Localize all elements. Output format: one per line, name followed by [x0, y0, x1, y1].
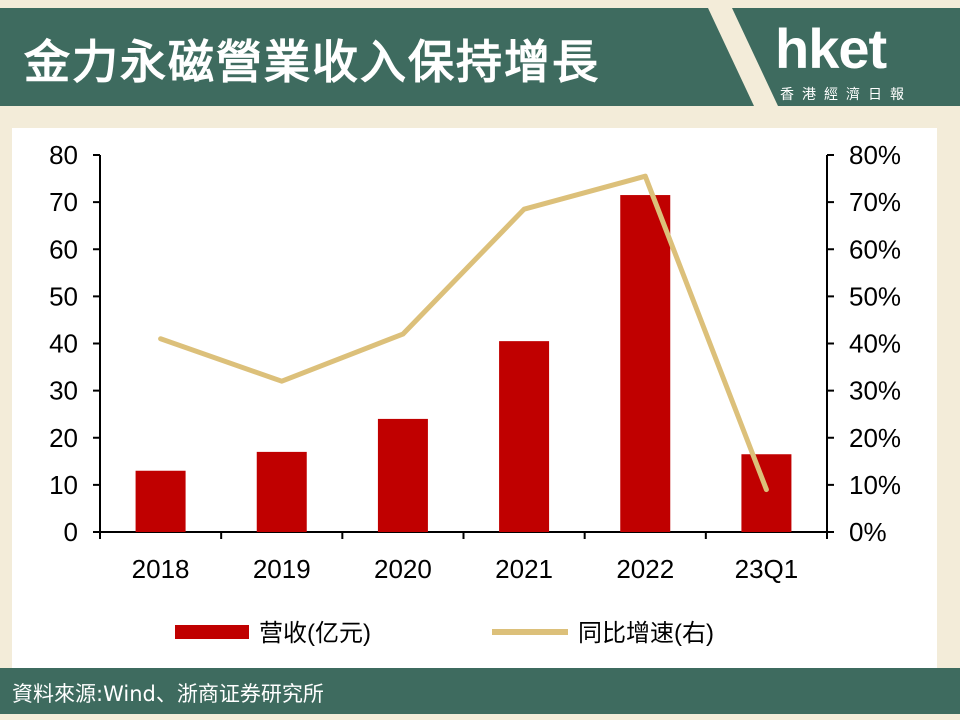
title-bar	[0, 8, 760, 106]
y-right-tick-label: 10%	[849, 470, 901, 500]
y-left-tick-label: 10	[49, 470, 78, 500]
legend-bar-label: 营收(亿元)	[259, 620, 371, 647]
y-left-tick-label: 20	[49, 423, 78, 453]
x-tick-label: 2018	[132, 554, 190, 584]
y-left-tick-label: 40	[49, 329, 78, 359]
brand-subtitle: 香港經濟日報	[780, 87, 912, 103]
page-title: 金力永磁營業收入保持增長	[24, 35, 600, 89]
bar	[620, 195, 671, 532]
y-left-tick-label: 30	[49, 376, 78, 406]
y-right-tick-label: 40%	[849, 329, 901, 359]
y-right-tick-label: 0%	[849, 517, 887, 547]
header: 金力永磁營業收入保持增長 hket 香港經濟日報	[0, 8, 960, 106]
bar	[499, 341, 550, 532]
brand-logo: hket	[775, 17, 887, 80]
bar	[377, 418, 428, 532]
bar	[256, 451, 307, 532]
x-tick-label: 2021	[495, 554, 553, 584]
x-tick-label: 2022	[616, 554, 674, 584]
y-left-tick-label: 80	[49, 140, 78, 170]
chart: 0 10 20 30 40 50 60 70 80 0% 10% 20% 30% 40% 50% 60% 70%…	[49, 140, 901, 647]
bar	[135, 470, 186, 532]
y-right-tick-label: 80%	[849, 140, 901, 170]
chart-panel: 0 10 20 30 40 50 60 70 80 0% 10% 20% 30% 40% 50% 60% 70%…	[12, 128, 937, 668]
y-left-tick-label: 60	[49, 234, 78, 264]
y-right-tick-label: 70%	[849, 187, 901, 217]
y-right-tick-label: 30%	[849, 376, 901, 406]
x-tick-label: 2019	[253, 554, 311, 584]
y-right-tick-label: 50%	[849, 281, 901, 311]
y-left-tick-label: 50	[49, 281, 78, 311]
y-right-tick-label: 20%	[849, 423, 901, 453]
footer: 資料來源:Wind、浙商证券研究所	[0, 668, 960, 714]
bar	[741, 454, 792, 532]
y-right-tick-label: 60%	[849, 234, 901, 264]
x-tick-label: 2020	[374, 554, 432, 584]
y-left-tick-label: 70	[49, 187, 78, 217]
source-note: 資料來源:Wind、浙商证券研究所	[12, 682, 324, 706]
growth-line	[158, 173, 769, 493]
x-tick-label: 23Q1	[735, 554, 799, 584]
legend-bar-swatch	[175, 625, 249, 639]
legend-line-label: 同比增速(右)	[578, 620, 714, 647]
y-left-tick-label: 0	[64, 517, 78, 547]
